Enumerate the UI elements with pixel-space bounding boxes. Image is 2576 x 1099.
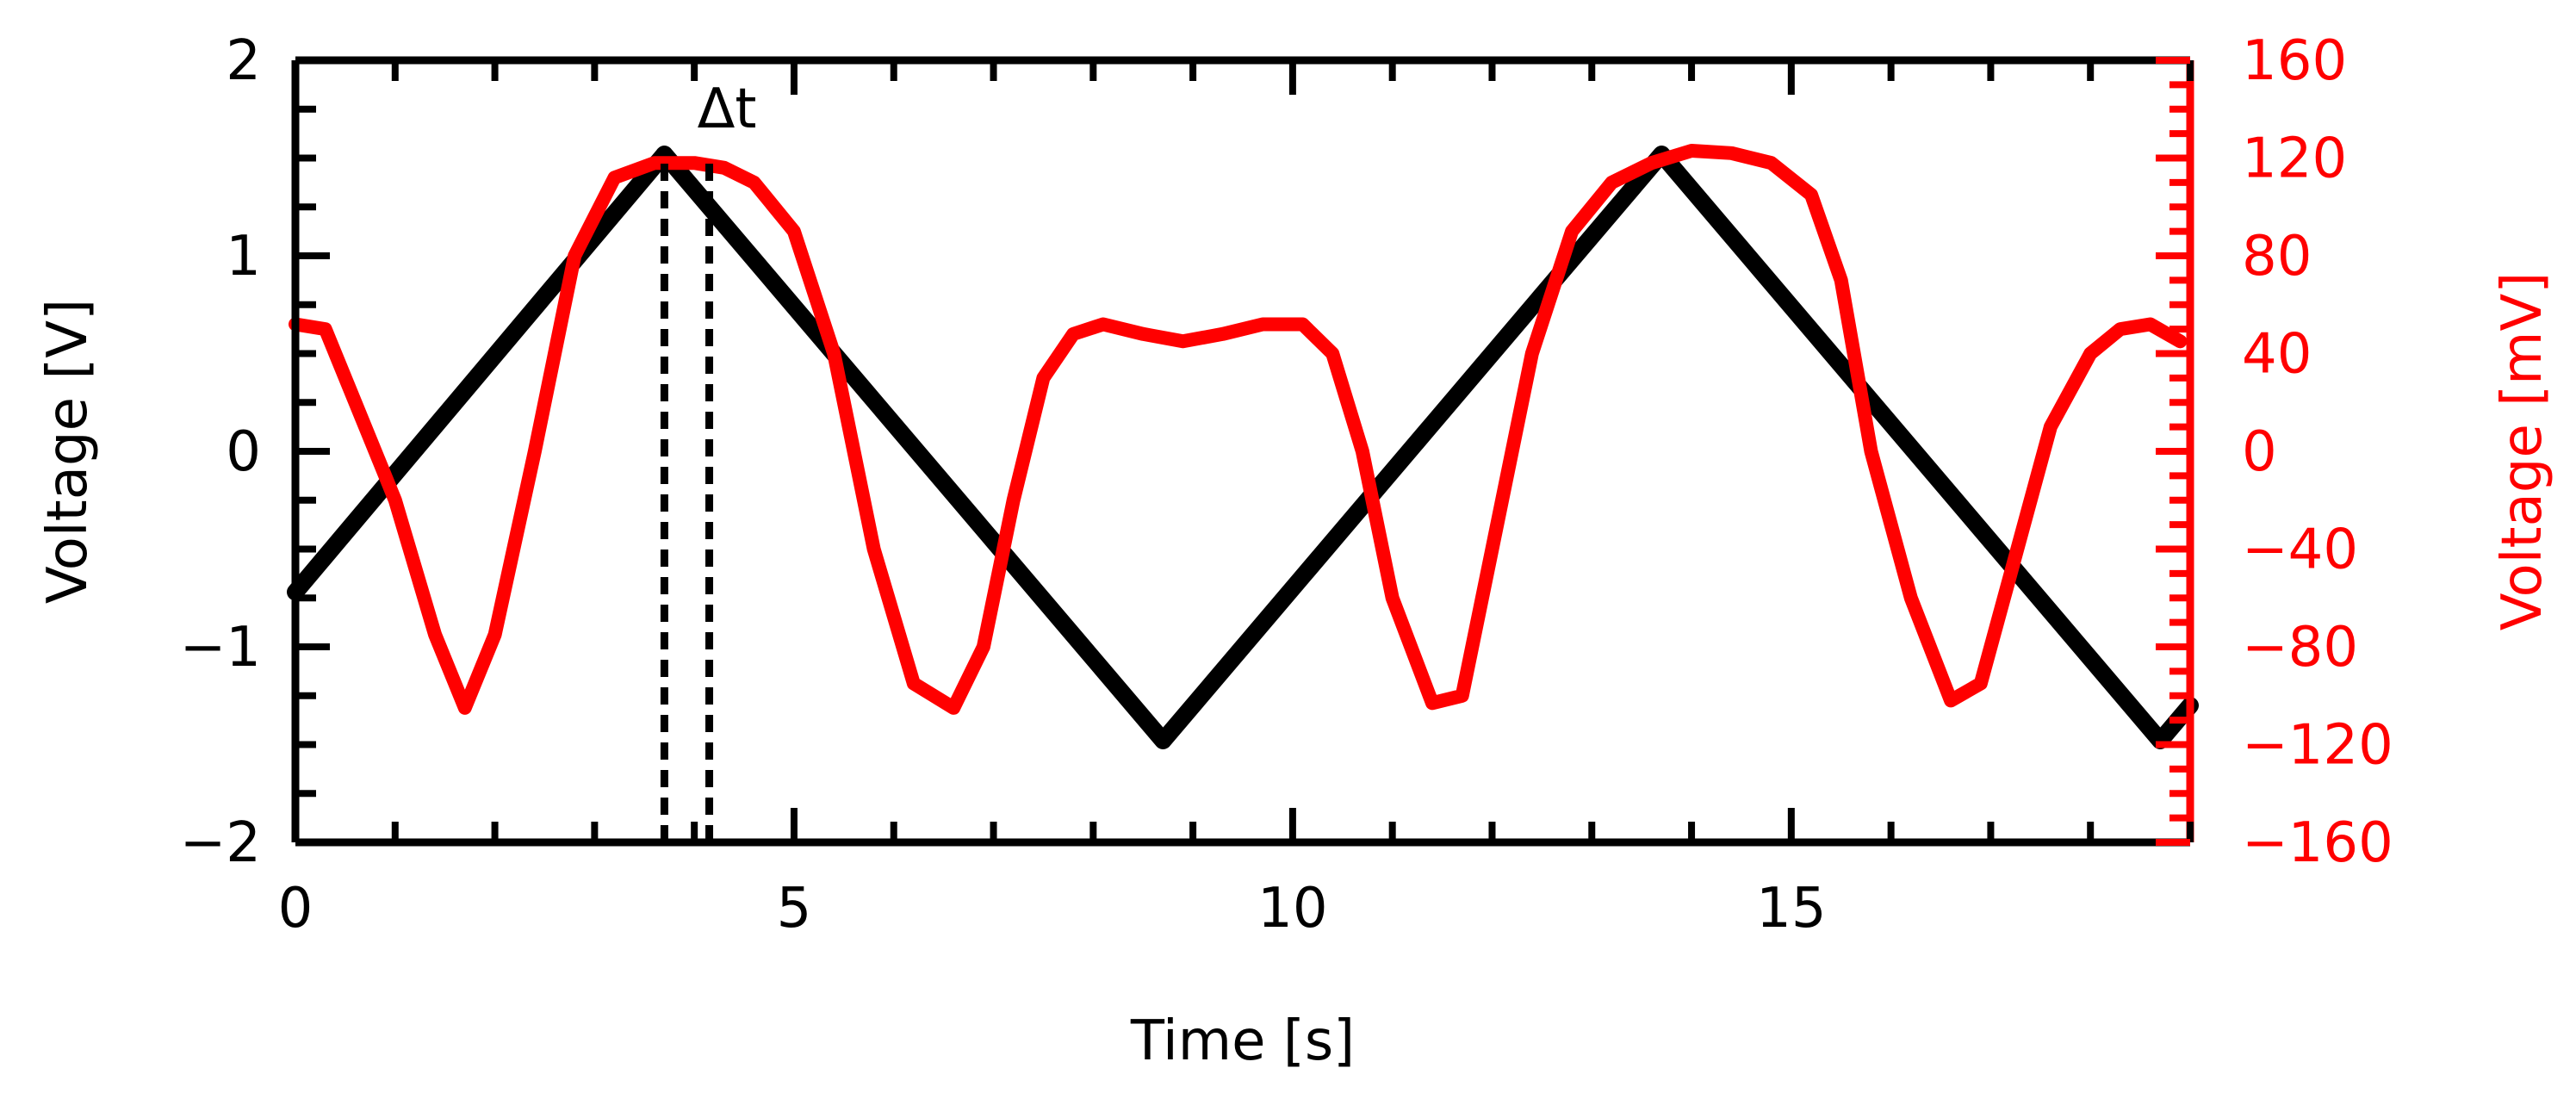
delta-t-annotation: Δt: [698, 78, 757, 141]
right-y-tick-label: 120: [2242, 127, 2347, 191]
left-y-tick-label: 2: [226, 29, 261, 93]
left-y-tick-label: 1: [226, 225, 261, 289]
x-tick-label: 0: [278, 877, 313, 941]
left-y-axis-title: Voltage [V]: [36, 299, 100, 604]
x-tick-label: 5: [777, 877, 812, 941]
right-y-tick-label: 80: [2242, 225, 2312, 289]
plot-data-layer: [287, 144, 2199, 842]
x-tick-label: 10: [1257, 877, 1327, 941]
right-y-tick-label: −40: [2242, 518, 2358, 582]
right-y-tick-label: −160: [2242, 811, 2393, 875]
left-y-tick-label: −2: [180, 811, 261, 875]
axis-labels-layer: 0 5 10 15 −2 −1 0 1 2 −160 −120 −80 −40 0 40 80 120 160 Ti…: [36, 29, 2554, 1073]
right-y-tick-label: 0: [2242, 420, 2277, 484]
right-y-tick-label: 40: [2242, 323, 2312, 387]
left-y-tick-label: 0: [226, 420, 261, 484]
left-axis-series-line: [287, 146, 2199, 749]
right-y-tick-label: −80: [2242, 616, 2358, 680]
x-tick-label: 15: [1756, 877, 1826, 941]
right-y-axis-title: Voltage [mV]: [2491, 272, 2554, 630]
x-axis-title: Time [s]: [1130, 1009, 1355, 1073]
right-axis-series-line: [289, 144, 2188, 715]
plot-frame-layer: [291, 56, 2194, 847]
right-y-tick-label: 160: [2242, 29, 2347, 93]
right-y-tick-label: −120: [2242, 714, 2393, 778]
axis-ticks-layer: [292, 57, 2194, 846]
left-y-tick-label: −1: [180, 616, 261, 680]
